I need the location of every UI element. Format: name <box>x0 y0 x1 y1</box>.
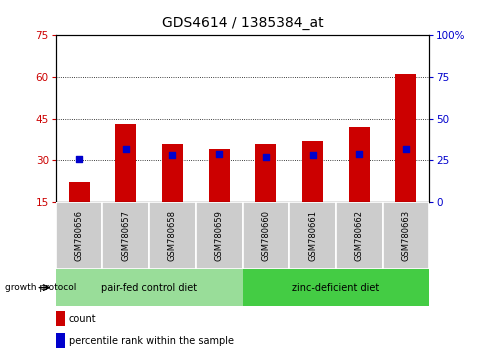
Bar <box>102 202 149 269</box>
Bar <box>255 144 276 202</box>
Bar <box>302 141 322 202</box>
Point <box>308 152 316 158</box>
Bar <box>242 269 428 306</box>
Bar <box>208 149 229 202</box>
Bar <box>56 269 242 306</box>
Bar <box>115 124 136 202</box>
Point <box>75 156 83 161</box>
Text: GSM780656: GSM780656 <box>75 210 83 261</box>
Text: percentile rank within the sample: percentile rank within the sample <box>69 336 233 346</box>
Bar <box>56 333 65 348</box>
Bar <box>348 127 369 202</box>
Point <box>121 146 129 152</box>
Bar <box>68 182 90 202</box>
Text: GSM780662: GSM780662 <box>354 210 363 261</box>
Point <box>355 151 363 156</box>
Bar <box>56 202 102 269</box>
Text: GSM780660: GSM780660 <box>261 210 270 261</box>
Bar <box>288 202 335 269</box>
Bar <box>149 202 196 269</box>
Text: GSM780658: GSM780658 <box>167 210 177 261</box>
Bar <box>382 202 428 269</box>
Bar <box>196 202 242 269</box>
Text: count: count <box>69 314 96 324</box>
Text: GSM780661: GSM780661 <box>307 210 317 261</box>
Text: zinc-deficient diet: zinc-deficient diet <box>292 282 378 293</box>
Point <box>168 152 176 158</box>
Text: GDS4614 / 1385384_at: GDS4614 / 1385384_at <box>161 16 323 30</box>
Text: GSM780663: GSM780663 <box>401 210 409 261</box>
Bar <box>56 311 65 326</box>
Bar <box>394 74 416 202</box>
Text: GSM780659: GSM780659 <box>214 210 223 261</box>
Text: GSM780657: GSM780657 <box>121 210 130 261</box>
Point <box>261 154 269 160</box>
Bar <box>335 202 382 269</box>
Bar <box>242 202 288 269</box>
Text: pair-fed control diet: pair-fed control diet <box>101 282 197 293</box>
Text: growth protocol: growth protocol <box>5 283 76 292</box>
Point <box>215 151 223 156</box>
Bar <box>162 144 182 202</box>
Point <box>401 146 409 152</box>
